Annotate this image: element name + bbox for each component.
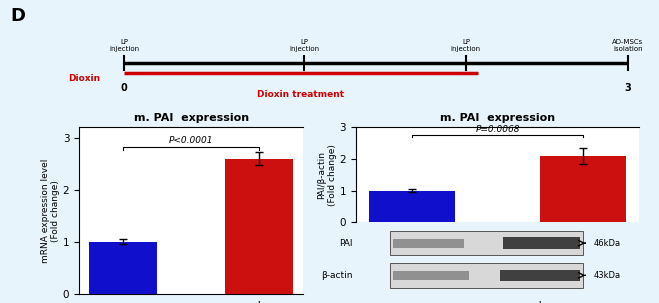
Bar — [390, 263, 583, 288]
Text: β-actin: β-actin — [322, 271, 353, 280]
Bar — [225, 158, 293, 294]
Bar — [500, 270, 580, 281]
Y-axis label: mRNA expression level
(Fold change): mRNA expression level (Fold change) — [41, 158, 60, 263]
Text: m. PAI  expression: m. PAI expression — [134, 113, 248, 123]
Text: D: D — [10, 7, 25, 25]
Text: Dioxin: Dioxin — [68, 74, 100, 83]
Text: P=0.0068: P=0.0068 — [475, 125, 520, 134]
Bar — [393, 238, 463, 248]
Text: P<0.0001: P<0.0001 — [169, 136, 214, 145]
Text: PAI: PAI — [339, 239, 353, 248]
Text: LP
injection: LP injection — [109, 39, 139, 52]
Text: +: + — [534, 299, 546, 303]
Text: AD-MSCs
isolation: AD-MSCs isolation — [612, 39, 643, 52]
Y-axis label: PAI/β-actin
(Fold change): PAI/β-actin (Fold change) — [318, 144, 337, 206]
Text: m. PAI  expression: m. PAI expression — [440, 113, 555, 123]
Bar — [390, 231, 583, 255]
Text: LP
injection: LP injection — [289, 39, 319, 52]
Bar — [393, 271, 469, 280]
Text: 0: 0 — [121, 83, 127, 93]
Bar — [540, 156, 626, 222]
Text: 43kDa: 43kDa — [594, 271, 621, 280]
Bar — [369, 191, 455, 222]
Text: LP
injection: LP injection — [451, 39, 481, 52]
Text: Dioxin treatment: Dioxin treatment — [258, 90, 345, 99]
Bar — [89, 242, 157, 294]
Text: 46kDa: 46kDa — [594, 239, 621, 248]
Bar — [503, 237, 580, 249]
Text: 3: 3 — [625, 83, 631, 93]
Text: -: - — [439, 299, 443, 303]
